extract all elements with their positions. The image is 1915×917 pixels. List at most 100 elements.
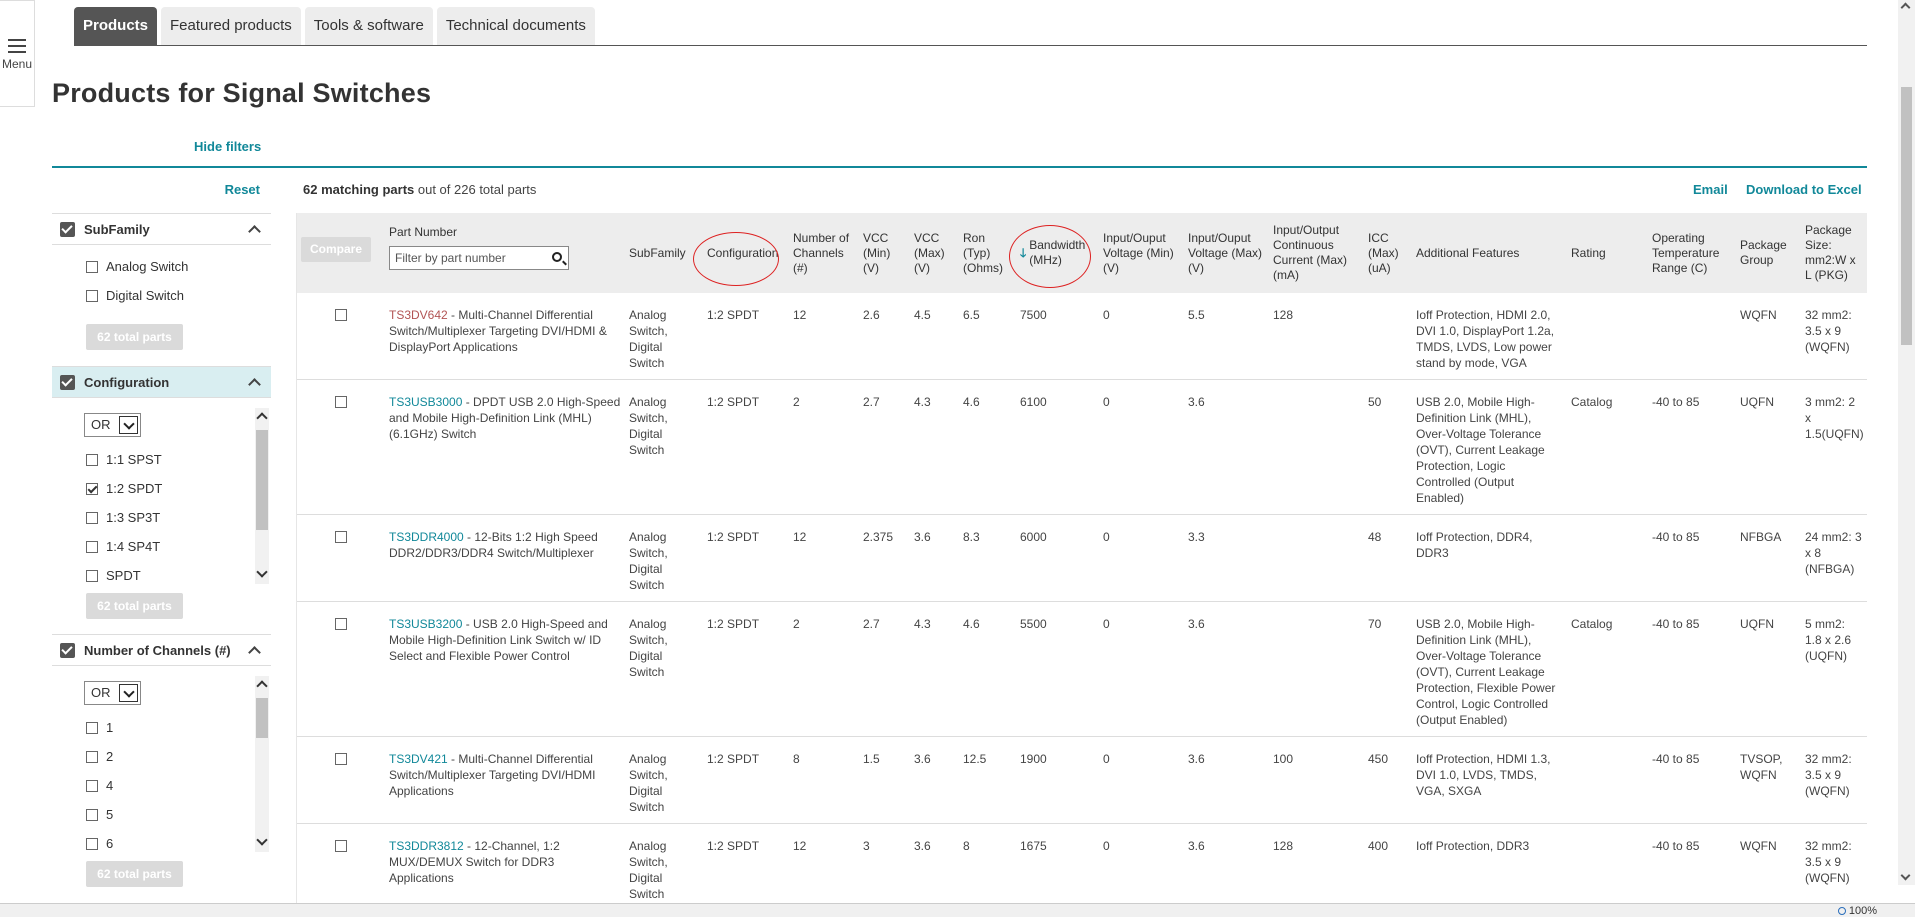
col-io-voltage-max[interactable]: Input/Ouput Voltage (Max) (V) [1184,213,1269,293]
scroll-down-icon[interactable] [256,566,268,578]
col-vcc-max[interactable]: VCC (Max) (V) [910,213,959,293]
col-temp[interactable]: Operating Temperature Range (C) [1648,213,1736,293]
row-checkbox[interactable] [335,396,347,408]
filter-option[interactable]: SPDT [86,568,141,583]
total-parts-button[interactable]: 62 total parts [86,861,183,887]
part-number-link[interactable]: TS3DV642 [389,308,448,322]
col-package-size[interactable]: Package Size: mm2:W x L (PKG) [1801,213,1867,293]
checkbox[interactable] [86,453,98,466]
chevron-up-icon[interactable] [248,646,261,659]
checkbox-checked-icon[interactable] [60,221,75,237]
checkbox[interactable] [86,837,98,850]
part-number-link[interactable]: TS3USB3000 [389,395,463,409]
search-icon[interactable] [552,252,562,262]
filter-option[interactable]: Analog Switch [86,259,188,274]
scroll-down-icon[interactable] [1900,870,1911,881]
filter-configuration-header[interactable]: Configuration [52,366,271,398]
filter-channels-header[interactable]: Number of Channels (#) [52,634,271,666]
row-checkbox[interactable] [335,753,347,765]
col-package-group[interactable]: Package Group [1736,213,1801,293]
col-io-voltage-min[interactable]: Input/Ouput Voltage (Min) (V) [1099,213,1184,293]
table-cell: 0 [1099,823,1184,911]
checkbox[interactable] [86,779,98,792]
col-io-current[interactable]: Input/Output Continuous Current (Max) (m… [1269,213,1364,293]
checkbox[interactable] [86,808,98,821]
download-excel-link[interactable]: Download to Excel [1746,182,1862,197]
filter-option[interactable]: 4 [86,778,113,793]
chevron-up-icon[interactable] [248,225,261,238]
checkbox-checked-icon[interactable] [60,642,75,658]
operator-select[interactable]: OR [84,681,141,705]
col-features[interactable]: Additional Features [1412,213,1567,293]
part-number-filter-input[interactable]: Filter by part number [389,246,569,270]
filter-option[interactable]: 1:1 SPST [86,452,162,467]
filter-option[interactable]: 1:2 SPDT [86,481,162,496]
zoom-indicator[interactable]: 100% [1837,905,1877,917]
filter-option[interactable]: 1:3 SP3T [86,510,160,525]
part-number-link[interactable]: TS3DV421 [389,752,448,766]
menu-button[interactable]: Menu [0,0,35,107]
row-checkbox[interactable] [335,840,347,852]
table-cell: 3.6 [910,736,959,824]
col-channels[interactable]: Number of Channels (#) [789,213,859,293]
scroll-down-icon[interactable] [256,834,268,846]
row-checkbox[interactable] [335,531,347,543]
filter-option[interactable]: 1 [86,720,113,735]
table-cell [1567,293,1648,380]
checkbox[interactable] [86,540,98,553]
checkbox[interactable] [86,511,98,524]
compare-button[interactable]: Compare [301,237,371,262]
page-scrollbar[interactable] [1898,0,1915,885]
scroll-thumb[interactable] [256,430,268,530]
chevron-up-icon[interactable] [248,378,261,391]
sort-down-icon[interactable]: 🡓 [1020,245,1027,260]
checkbox-checked-icon[interactable] [60,374,75,390]
tab-tools-software[interactable]: Tools & software [304,7,433,45]
col-ron[interactable]: Ron (Typ) (Ohms) [959,213,1016,293]
scroll-thumb[interactable] [1901,87,1912,345]
checkbox-checked[interactable] [86,482,98,495]
part-number-link[interactable]: TS3USB3200 [389,617,463,631]
filter-option[interactable]: 1:4 SP4T [86,539,160,554]
tab-technical-documents[interactable]: Technical documents [436,7,595,45]
filter-option[interactable]: 5 [86,807,113,822]
row-checkbox[interactable] [335,618,347,630]
col-vcc-min[interactable]: VCC (Min) (V) [859,213,910,293]
operator-select[interactable]: OR [84,413,141,437]
checkbox[interactable] [86,750,98,763]
checkbox[interactable] [86,289,98,302]
chevron-down-icon[interactable] [119,684,138,702]
checkbox[interactable] [86,569,98,582]
row-checkbox[interactable] [335,309,347,321]
scroll-thumb[interactable] [256,698,268,738]
scroll-up-icon[interactable] [256,412,268,424]
filter-subfamily-header[interactable]: SubFamily [52,213,271,245]
reset-link[interactable]: Reset [224,182,260,197]
option-label: 1 [106,720,114,735]
col-rating[interactable]: Rating [1567,213,1648,293]
checkbox[interactable] [86,721,98,734]
col-configuration[interactable]: Configuration [703,213,789,293]
scroll-up-icon[interactable] [1900,2,1911,13]
chevron-down-icon[interactable] [119,416,138,434]
part-number-header[interactable]: Part Number Filter by part number [385,213,625,293]
col-subfamily[interactable]: SubFamily [625,213,703,293]
hide-filters-link[interactable]: Hide filters [194,139,262,154]
configuration-scrollbar[interactable] [255,408,269,584]
tab-bar: Products Featured products Tools & softw… [74,7,1867,46]
channels-scrollbar[interactable] [255,676,269,852]
filter-option[interactable]: Digital Switch [86,288,184,303]
tab-products[interactable]: Products [74,7,158,45]
total-parts-button[interactable]: 62 total parts [86,593,183,619]
tab-featured-products[interactable]: Featured products [161,7,301,45]
total-parts-button[interactable]: 62 total parts [86,324,183,350]
col-bandwidth[interactable]: 🡓 Bandwidth (MHz) [1016,213,1099,293]
filter-option[interactable]: 6 [86,836,113,851]
col-icc[interactable]: ICC (Max) (uA) [1364,213,1412,293]
checkbox[interactable] [86,260,98,273]
part-number-link[interactable]: TS3DDR3812 [389,839,464,853]
email-link[interactable]: Email [1693,182,1728,197]
scroll-up-icon[interactable] [256,680,268,692]
part-number-link[interactable]: TS3DDR4000 [389,530,464,544]
filter-option[interactable]: 2 [86,749,113,764]
